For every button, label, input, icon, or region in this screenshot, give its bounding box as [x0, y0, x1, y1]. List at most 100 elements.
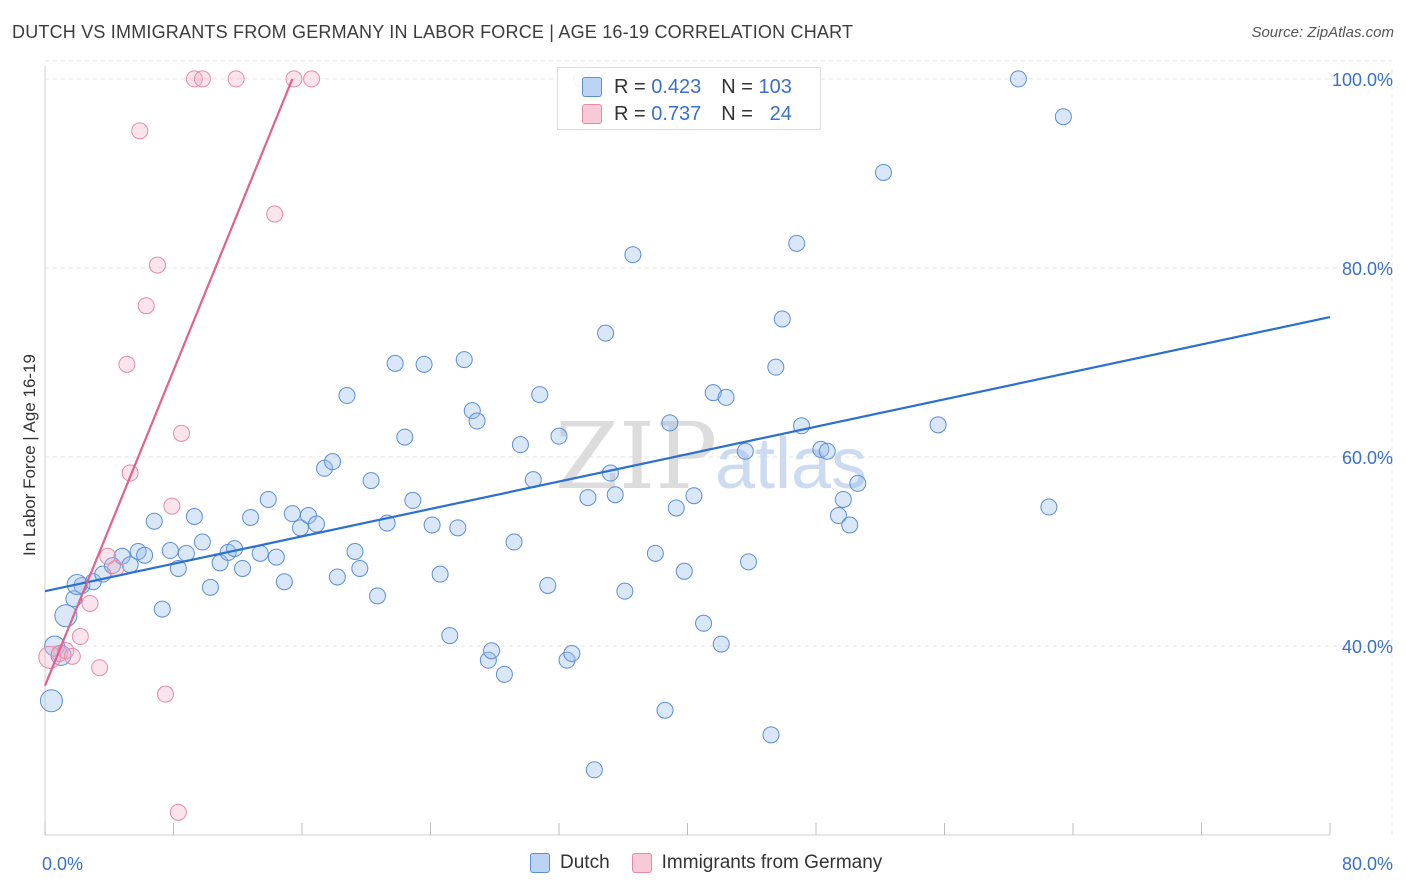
- dutch-point: [505, 533, 523, 551]
- dutch-point: [539, 576, 557, 594]
- dutch-trend-line: [44, 315, 1331, 593]
- series-legend-label: Dutch: [560, 852, 610, 873]
- legend-n-value: 24: [769, 102, 792, 125]
- dutch-points: [39, 70, 1072, 779]
- germany-swatch: [631, 853, 652, 873]
- dutch-point: [841, 516, 859, 534]
- legend-n-value: 103: [758, 75, 792, 98]
- dutch-point: [695, 614, 713, 632]
- germany-point: [193, 70, 211, 88]
- stats-legend: R = 0.423 N = 103 R = 0.737 N = 24: [557, 67, 821, 130]
- dutch-point: [307, 515, 325, 533]
- dutch-point: [585, 761, 603, 779]
- dutch-point: [531, 386, 549, 404]
- dutch-point: [415, 355, 433, 373]
- dutch-point: [511, 436, 529, 454]
- dutch-point: [495, 665, 513, 683]
- dutch-point: [479, 651, 497, 669]
- legend-row-dutch: R = 0.423 N = 103: [582, 75, 792, 99]
- dutch-point: [834, 490, 852, 508]
- germany-point: [303, 70, 321, 88]
- dutch-point: [483, 642, 501, 660]
- germany-point: [266, 205, 284, 223]
- chart-source: Source: ZipAtlas.com: [1251, 24, 1394, 41]
- series-legend-germany[interactable]: Immigrants from Germany: [631, 852, 883, 874]
- y-tick-label: 80.0%: [1342, 259, 1393, 279]
- dutch-point: [929, 416, 947, 434]
- y-tick-label: 60.0%: [1342, 448, 1393, 468]
- dutch-point: [818, 442, 836, 460]
- dutch-point: [234, 559, 252, 577]
- germany-point: [285, 70, 303, 88]
- dutch-point: [201, 578, 219, 596]
- x-tick-label: 0.0%: [42, 854, 83, 874]
- dutch-point: [656, 701, 674, 719]
- dutch-point: [597, 324, 615, 342]
- x-tick-label: 80.0%: [1342, 854, 1393, 874]
- dutch-point: [740, 553, 758, 571]
- dutch-point: [685, 487, 703, 505]
- dutch-point: [829, 507, 847, 525]
- legend-r-label: R =: [614, 75, 646, 98]
- dutch-point: [423, 516, 441, 534]
- dutch-point: [455, 351, 473, 369]
- germany-point: [163, 497, 181, 515]
- dutch-point: [441, 627, 459, 645]
- germany-point: [71, 628, 89, 646]
- series-legend-dutch[interactable]: Dutch: [530, 852, 610, 874]
- dutch-point: [39, 689, 63, 713]
- dutch-point: [874, 163, 892, 181]
- legend-row-germany: R = 0.737 N = 24: [582, 102, 792, 126]
- chart-title: DUTCH VS IMMIGRANTS FROM GERMANY IN LABO…: [12, 22, 854, 42]
- dutch-point: [404, 491, 422, 509]
- dutch-point: [717, 388, 735, 406]
- y-tick-label: 40.0%: [1342, 637, 1393, 657]
- germany-point: [63, 647, 81, 665]
- dutch-point: [362, 472, 380, 490]
- dutch-point: [275, 573, 293, 591]
- dutch-point: [338, 387, 356, 405]
- gridlines: [45, 60, 1393, 835]
- dutch-point: [153, 600, 171, 618]
- series-legend-label: Immigrants from Germany: [661, 852, 883, 873]
- germany-point: [156, 685, 174, 703]
- germany-point: [81, 594, 99, 612]
- watermark-atlas: atlas: [715, 424, 867, 504]
- germany-point: [169, 803, 187, 821]
- germany-point: [99, 547, 117, 565]
- trend-lines: [43, 78, 1331, 687]
- dutch-point: [136, 546, 154, 564]
- dutch-point: [251, 544, 269, 562]
- dutch-point: [351, 559, 369, 577]
- dutch-point: [368, 587, 386, 605]
- germany-point: [148, 256, 166, 274]
- dutch-point: [463, 402, 481, 420]
- germany-trend-line: [43, 78, 294, 687]
- zipatlas-watermark: ZIP atlas: [555, 403, 867, 510]
- dutch-point: [185, 507, 203, 525]
- dutch-swatch: [530, 853, 550, 873]
- dutch-point: [324, 453, 342, 471]
- dutch-point: [259, 490, 277, 508]
- dutch-point: [1009, 70, 1027, 88]
- germany-point: [118, 355, 136, 373]
- dutch-point: [601, 464, 619, 482]
- dutch-point: [712, 635, 730, 653]
- dutch-point: [773, 310, 791, 328]
- dutch-point: [242, 508, 260, 526]
- dutch-point: [762, 726, 780, 744]
- dutch-point: [579, 489, 597, 507]
- dutch-swatch: [582, 77, 602, 97]
- dutch-point: [267, 548, 285, 566]
- dutch-point: [563, 645, 581, 663]
- dutch-point: [661, 414, 679, 432]
- germany-points: [38, 70, 321, 821]
- dutch-point: [396, 428, 414, 446]
- dutch-point: [736, 442, 754, 460]
- dutch-point: [812, 440, 830, 458]
- dutch-point: [767, 358, 785, 376]
- dutch-point: [667, 499, 685, 517]
- dutch-point: [788, 234, 806, 252]
- dutch-point: [386, 354, 404, 372]
